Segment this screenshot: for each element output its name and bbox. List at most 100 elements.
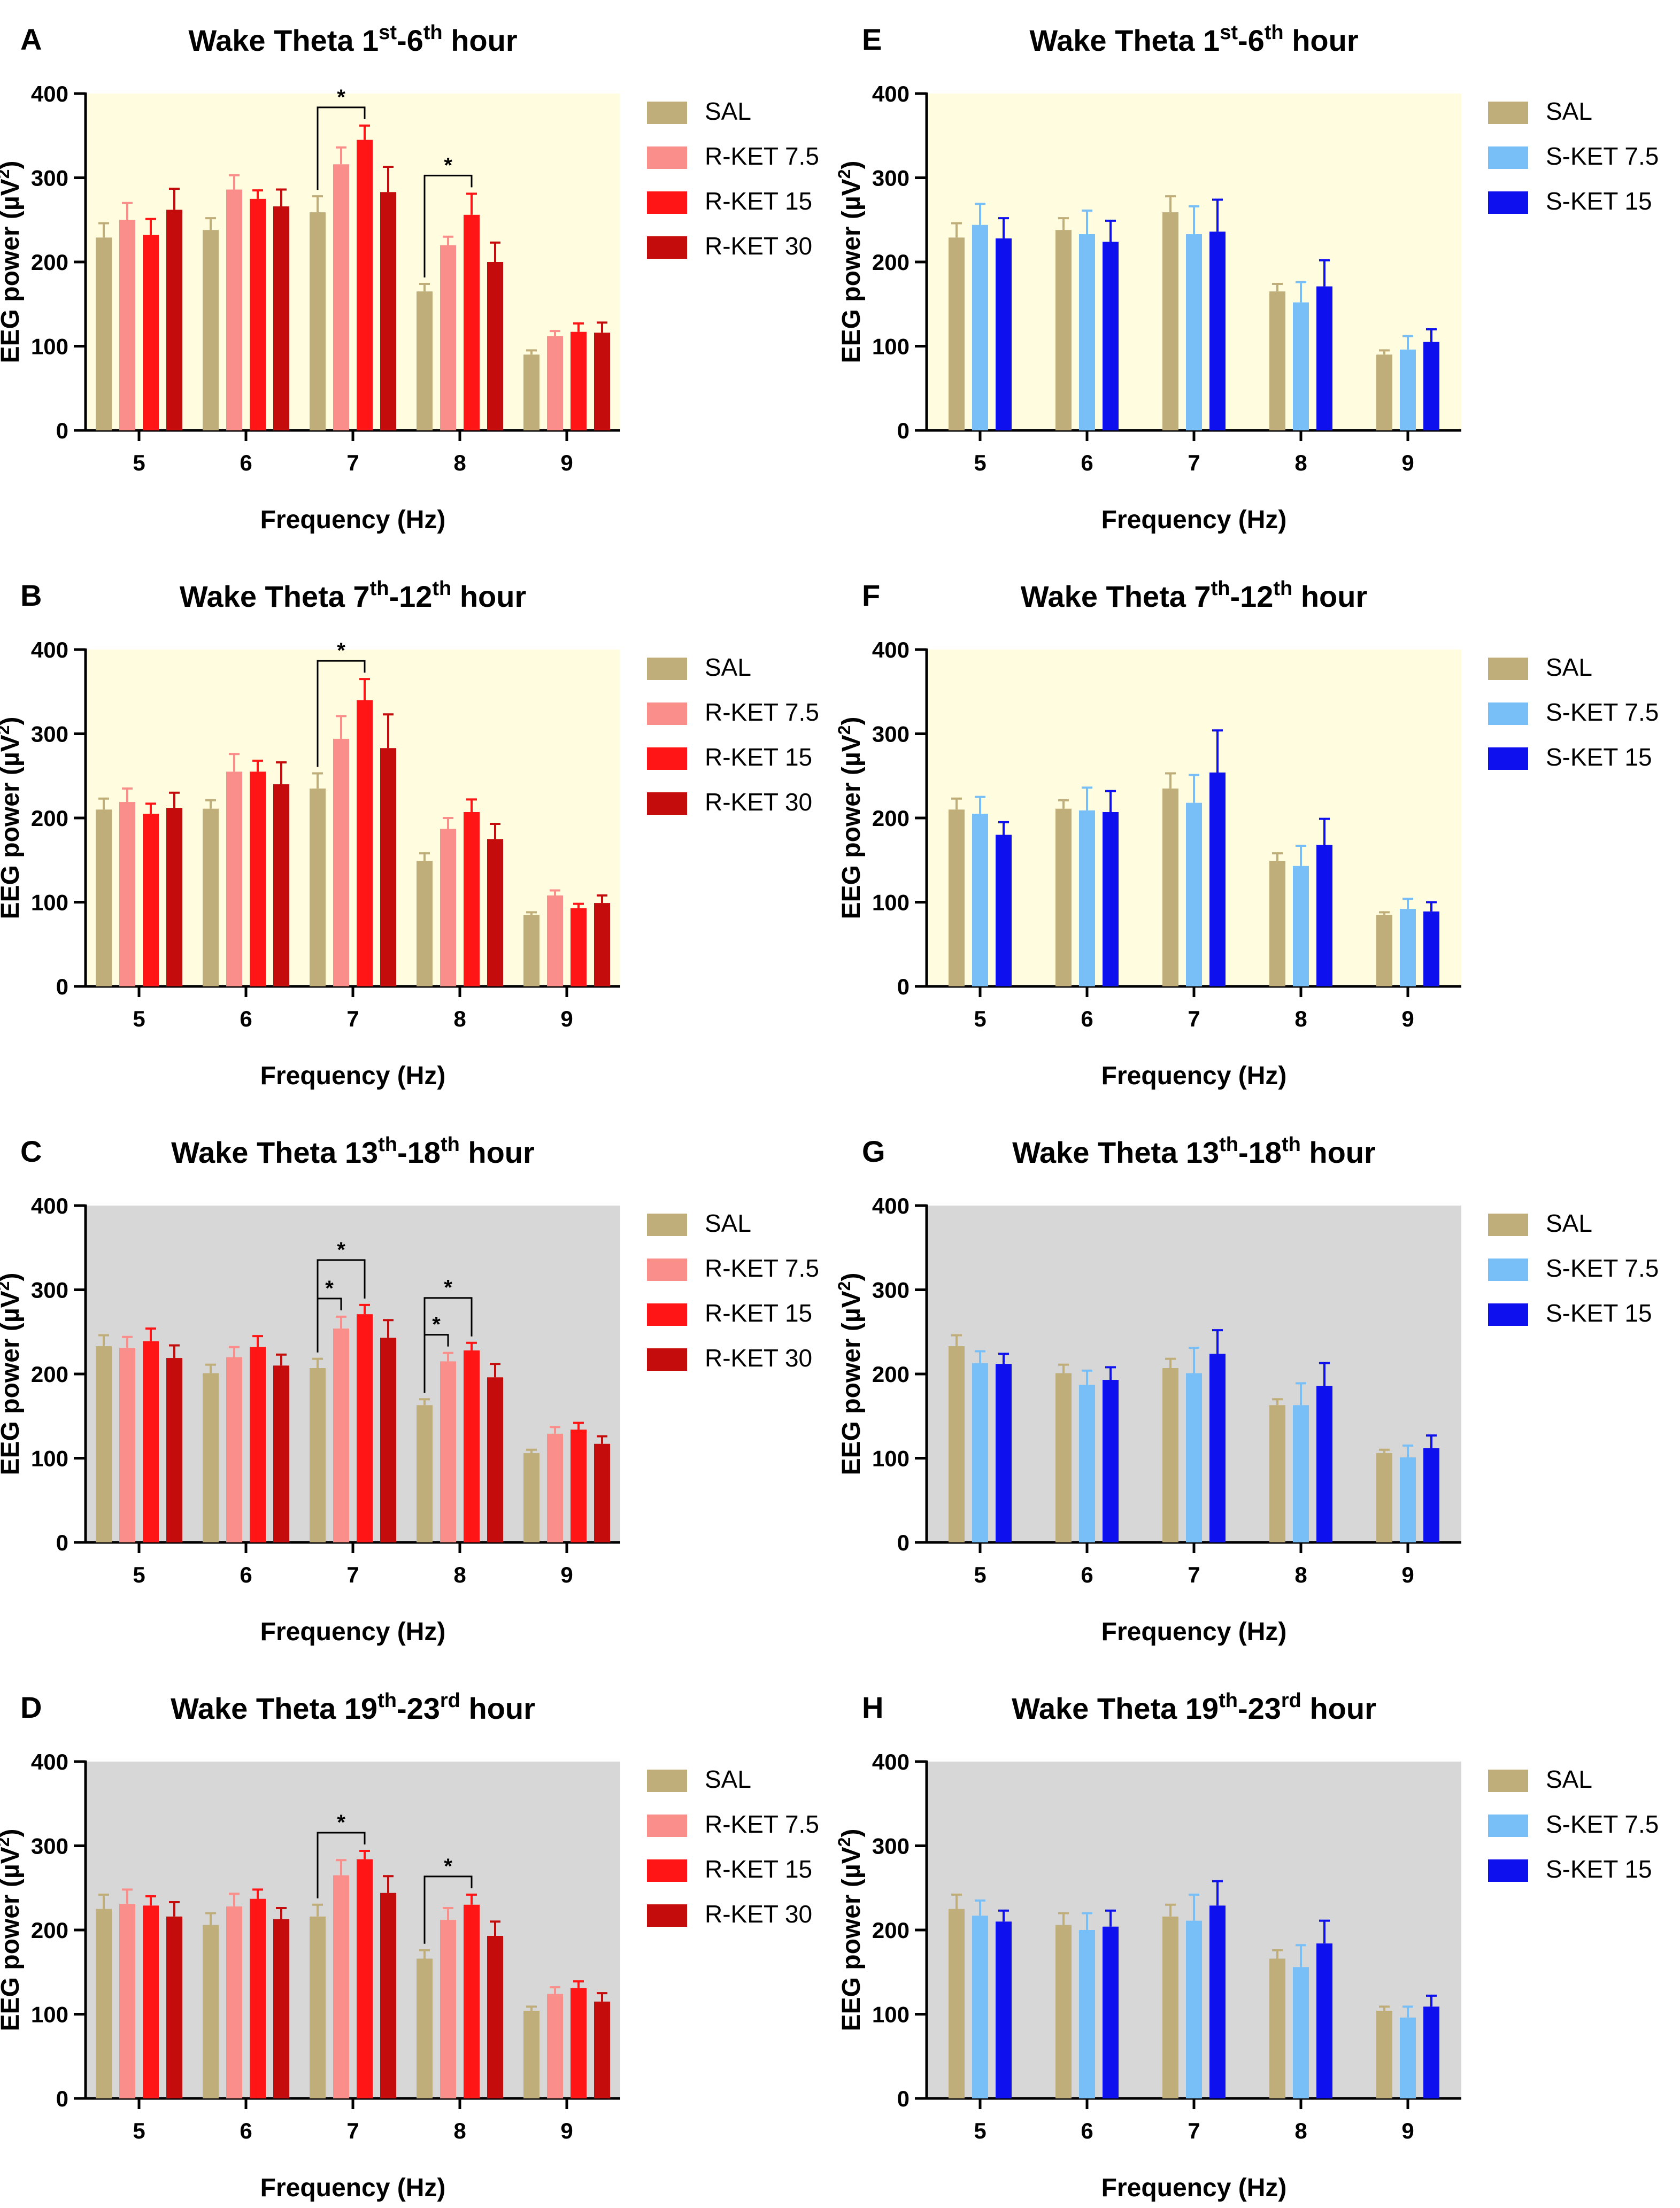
legend-swatch: [1488, 102, 1528, 124]
y-label-sup: 2: [0, 1281, 13, 1291]
title-main: Wake Theta 7: [180, 580, 370, 613]
y-axis-label: EEG power (µV2): [835, 161, 866, 364]
panel-letter: E: [862, 22, 882, 56]
y-label-text: EEG power (µV: [837, 1291, 866, 1475]
legend-label: R-KET 30: [705, 1344, 812, 1372]
y-label-sup: 2: [0, 1838, 13, 1847]
bar: [333, 1328, 349, 1542]
bar: [1209, 231, 1226, 430]
bar: [996, 1921, 1012, 2098]
significance-star: *: [337, 86, 345, 109]
bar: [1376, 354, 1392, 430]
y-tick-label: 400: [872, 81, 910, 106]
panel-letter: F: [862, 578, 880, 612]
x-tick-label: 5: [974, 2118, 986, 2143]
bar: [1103, 242, 1119, 430]
legend-swatch: [647, 236, 687, 259]
bar: [417, 291, 433, 430]
legend-label: R-KET 7.5: [705, 142, 819, 170]
title-mid: -12: [389, 580, 432, 613]
significance-bracket: [423, 1875, 473, 1944]
x-tick-label: 8: [1294, 450, 1307, 475]
bar: [203, 230, 219, 430]
significance-bracket: [317, 106, 366, 190]
x-tick-label: 9: [1401, 2118, 1414, 2143]
significance-star: *: [325, 1277, 334, 1300]
x-tick-label: 6: [1081, 1562, 1093, 1587]
y-axis-label: EEG power (µV2): [0, 1829, 25, 2032]
title-main: Wake Theta 1: [1029, 24, 1220, 57]
x-tick-label: 7: [346, 450, 359, 475]
significance-bracket: [317, 1259, 366, 1353]
panel-b: B Wake Theta 7th-12th hour0100200300400EE…: [0, 577, 819, 1090]
bar: [1269, 1958, 1285, 2098]
legend-swatch: [1488, 1214, 1528, 1236]
x-tick-label: 9: [560, 2118, 573, 2143]
x-tick-label: 9: [560, 1006, 573, 1031]
legend-swatch: [647, 1303, 687, 1326]
legend-label: R-KET 15: [705, 1299, 812, 1327]
bar: [523, 1453, 540, 1542]
bar: [1209, 772, 1226, 986]
bar: [972, 814, 988, 986]
x-tick-label: 6: [240, 1562, 252, 1587]
panel-c: C Wake Theta 13th-18th hour0100200300400E…: [0, 1133, 819, 1646]
legend-label: R-KET 15: [705, 1855, 812, 1883]
bar: [1186, 1373, 1202, 1542]
bar: [1376, 915, 1392, 986]
y-tick-label: 300: [872, 1834, 910, 1859]
bar: [310, 1368, 326, 1542]
chart-title: Wake Theta 7th-12th hour: [1021, 577, 1368, 613]
bar: [996, 1364, 1012, 1542]
bar: [1162, 1916, 1178, 2098]
bar: [571, 1429, 587, 1542]
bar: [119, 1348, 135, 1542]
title-sup: th: [1265, 21, 1284, 44]
y-label-text: EEG power (µV: [837, 735, 866, 919]
y-tick-label: 300: [31, 1834, 68, 1859]
plot-background: [86, 1762, 620, 2098]
bar: [440, 829, 456, 986]
bar: [464, 1904, 480, 2098]
bar: [1055, 1925, 1072, 2098]
bar: [1079, 810, 1095, 986]
bar: [1209, 1354, 1226, 1542]
y-label-sup: 2: [0, 169, 13, 179]
y-tick-label: 200: [31, 806, 68, 831]
bar: [357, 140, 373, 430]
title-mid: -18: [1238, 1136, 1282, 1169]
x-tick-label: 7: [1188, 450, 1200, 475]
chart-title: Wake Theta 1st-6th hour: [188, 21, 517, 57]
bar: [523, 354, 540, 430]
panel-letter: B: [20, 578, 42, 612]
legend-swatch: [647, 1904, 687, 1927]
legend-label: SAL: [705, 653, 751, 681]
bar: [250, 1898, 266, 2098]
bar: [1055, 808, 1072, 986]
title-sup: th: [1219, 1133, 1238, 1156]
y-tick-label: 400: [31, 637, 68, 662]
bar: [380, 748, 396, 986]
legend-swatch: [1488, 747, 1528, 770]
x-tick-label: 9: [1401, 1562, 1414, 1587]
x-axis-label: Frequency (Hz): [260, 506, 446, 534]
bar: [333, 738, 349, 986]
legend-label: R-KET 30: [705, 1900, 812, 1928]
bar: [273, 1919, 289, 2098]
legend-label: S-KET 7.5: [1546, 1810, 1659, 1838]
y-label-end: ): [837, 717, 866, 725]
y-tick-label: 100: [31, 2002, 68, 2027]
legend-swatch: [1488, 1303, 1528, 1326]
bar: [1103, 812, 1119, 986]
title-sup: th: [1273, 577, 1292, 600]
significance-bracket: [423, 174, 473, 277]
chart-title: Wake Theta 1st-6th hour: [1029, 21, 1358, 57]
legend-swatch: [647, 792, 687, 815]
bar: [1316, 845, 1332, 986]
bar: [1186, 1920, 1202, 2098]
y-tick-label: 400: [31, 1749, 68, 1774]
x-tick-label: 8: [453, 1562, 466, 1587]
panel-a: A Wake Theta 1st-6th hour 0 100 200 300 400 EEG…: [0, 21, 819, 534]
bar: [1209, 1905, 1226, 2098]
x-tick-label: 9: [560, 450, 573, 475]
